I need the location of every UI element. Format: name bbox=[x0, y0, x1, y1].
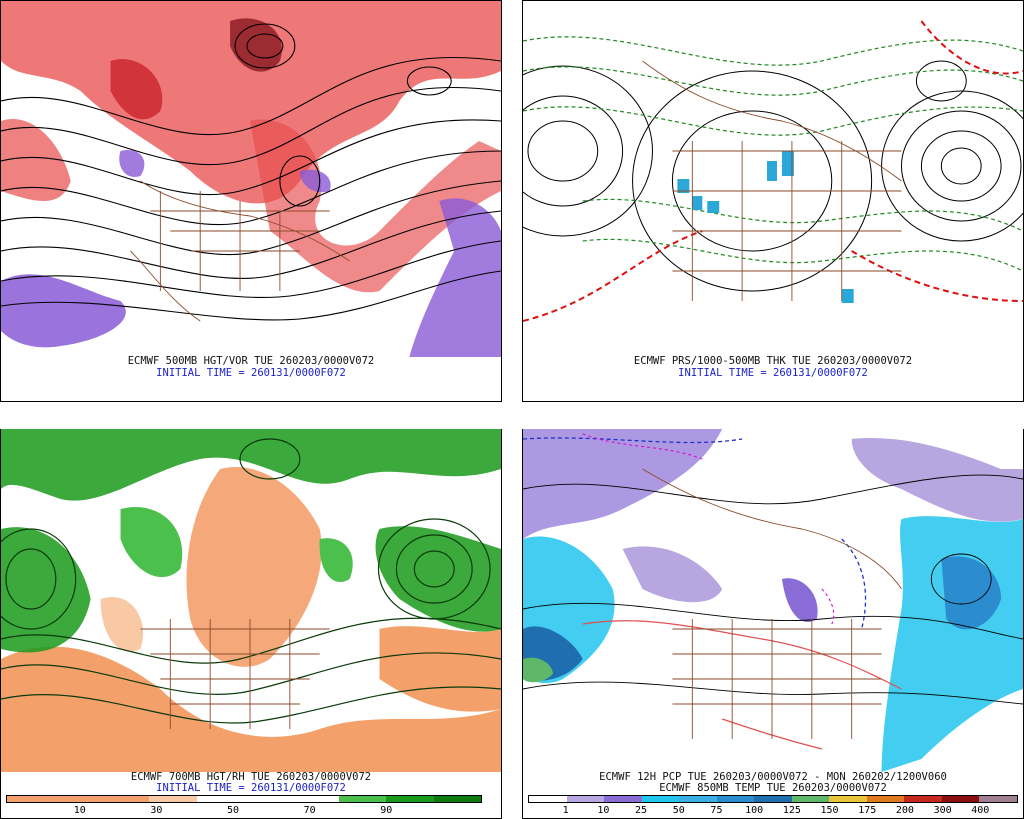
colorbar-swatch bbox=[386, 796, 434, 802]
colorbar-swatch bbox=[54, 796, 102, 802]
colorbar-tick-label: 25 bbox=[635, 805, 648, 816]
panel-700mb: ECMWF 700MB HGT/RH TUE 260203/0000V072 I… bbox=[0, 429, 502, 819]
colorbar-tick-label: 125 bbox=[782, 805, 801, 816]
colorbar-swatch bbox=[829, 796, 867, 802]
colorbar-swatch bbox=[101, 796, 150, 802]
colorbar-tick-label: 90 bbox=[380, 805, 393, 816]
panel-500mb: ECMWF 500MB HGT/VOR TUE 260203/0000V072 … bbox=[0, 0, 502, 402]
panel-pcp-title: ECMWF 12H PCP TUE 260203/0000V072 - MON … bbox=[599, 771, 947, 783]
panel-850-title: ECMWF 850MB TEMP TUE 260203/0000V072 bbox=[659, 782, 887, 794]
colorbar-swatch bbox=[244, 796, 292, 802]
colorbar-swatch bbox=[196, 796, 245, 802]
map-700mb-rh bbox=[1, 429, 501, 772]
colorbar-swatch bbox=[641, 796, 680, 802]
colorbar-swatch bbox=[791, 796, 830, 802]
colorbar-swatch bbox=[904, 796, 942, 802]
colorbar-tick-label: 300 bbox=[933, 805, 952, 816]
colorbar-tick-label: 175 bbox=[858, 805, 877, 816]
colorbar-tick-label: 150 bbox=[820, 805, 839, 816]
colorbar-tick-label: 10 bbox=[597, 805, 610, 816]
panel-700mb-title: ECMWF 700MB HGT/RH TUE 260203/0000V072 bbox=[130, 771, 372, 783]
panel-pcp-850: ECMWF 12H PCP TUE 260203/0000V072 - MON … bbox=[522, 429, 1024, 819]
colorbar-tick-label: 50 bbox=[672, 805, 685, 816]
colorbar-tick-label: 400 bbox=[971, 805, 990, 816]
colorbar-swatch bbox=[7, 796, 55, 802]
colorbar-tick-label: 1 bbox=[562, 805, 569, 816]
colorbar-swatch bbox=[716, 796, 755, 802]
panel-500mb-init-time: INITIAL TIME = 260131/0000F072 bbox=[156, 367, 346, 379]
colorbar-tick-label: 70 bbox=[303, 805, 316, 816]
colorbar-tick-label: 30 bbox=[150, 805, 163, 816]
colorbar-swatch bbox=[979, 796, 1017, 802]
colorbar-tick-label: 100 bbox=[745, 805, 764, 816]
map-precip-850-temp bbox=[523, 429, 1023, 772]
colorbar-swatch bbox=[338, 796, 387, 802]
panel-prs-thk-init-time: INITIAL TIME = 260131/0000F072 bbox=[678, 367, 868, 379]
colorbar-tick-label: 75 bbox=[710, 805, 723, 816]
colorbar-swatch bbox=[941, 796, 980, 802]
colorbar-swatch bbox=[604, 796, 642, 802]
colorbar-swatch bbox=[433, 796, 482, 802]
colorbar-tick-label: 200 bbox=[895, 805, 914, 816]
panel-500mb-title: ECMWF 500MB HGT/VOR TUE 260203/0000V072 bbox=[127, 355, 375, 367]
colorbar-swatch bbox=[529, 796, 567, 802]
panel-prs-thk: ECMWF PRS/1000-500MB THK TUE 260203/0000… bbox=[522, 0, 1024, 402]
panel-prs-thk-title: ECMWF PRS/1000-500MB THK TUE 260203/0000… bbox=[633, 355, 913, 367]
colorbar-swatch bbox=[149, 796, 197, 802]
colorbar-tick-label: 10 bbox=[73, 805, 86, 816]
map-pressure-thickness bbox=[523, 1, 1023, 357]
colorbar-tick-label: 50 bbox=[227, 805, 240, 816]
colorbar-swatch bbox=[566, 796, 605, 802]
colorbar-swatch bbox=[291, 796, 339, 802]
map-500mb-vorticity bbox=[1, 1, 501, 357]
colorbar-swatch bbox=[866, 796, 905, 802]
panel-700mb-init-time: INITIAL TIME = 260131/0000F072 bbox=[156, 782, 346, 794]
colorbar-swatch bbox=[679, 796, 717, 802]
rh-colorbar bbox=[6, 795, 482, 803]
colorbar-swatch bbox=[754, 796, 792, 802]
precip-colorbar bbox=[528, 795, 1018, 803]
